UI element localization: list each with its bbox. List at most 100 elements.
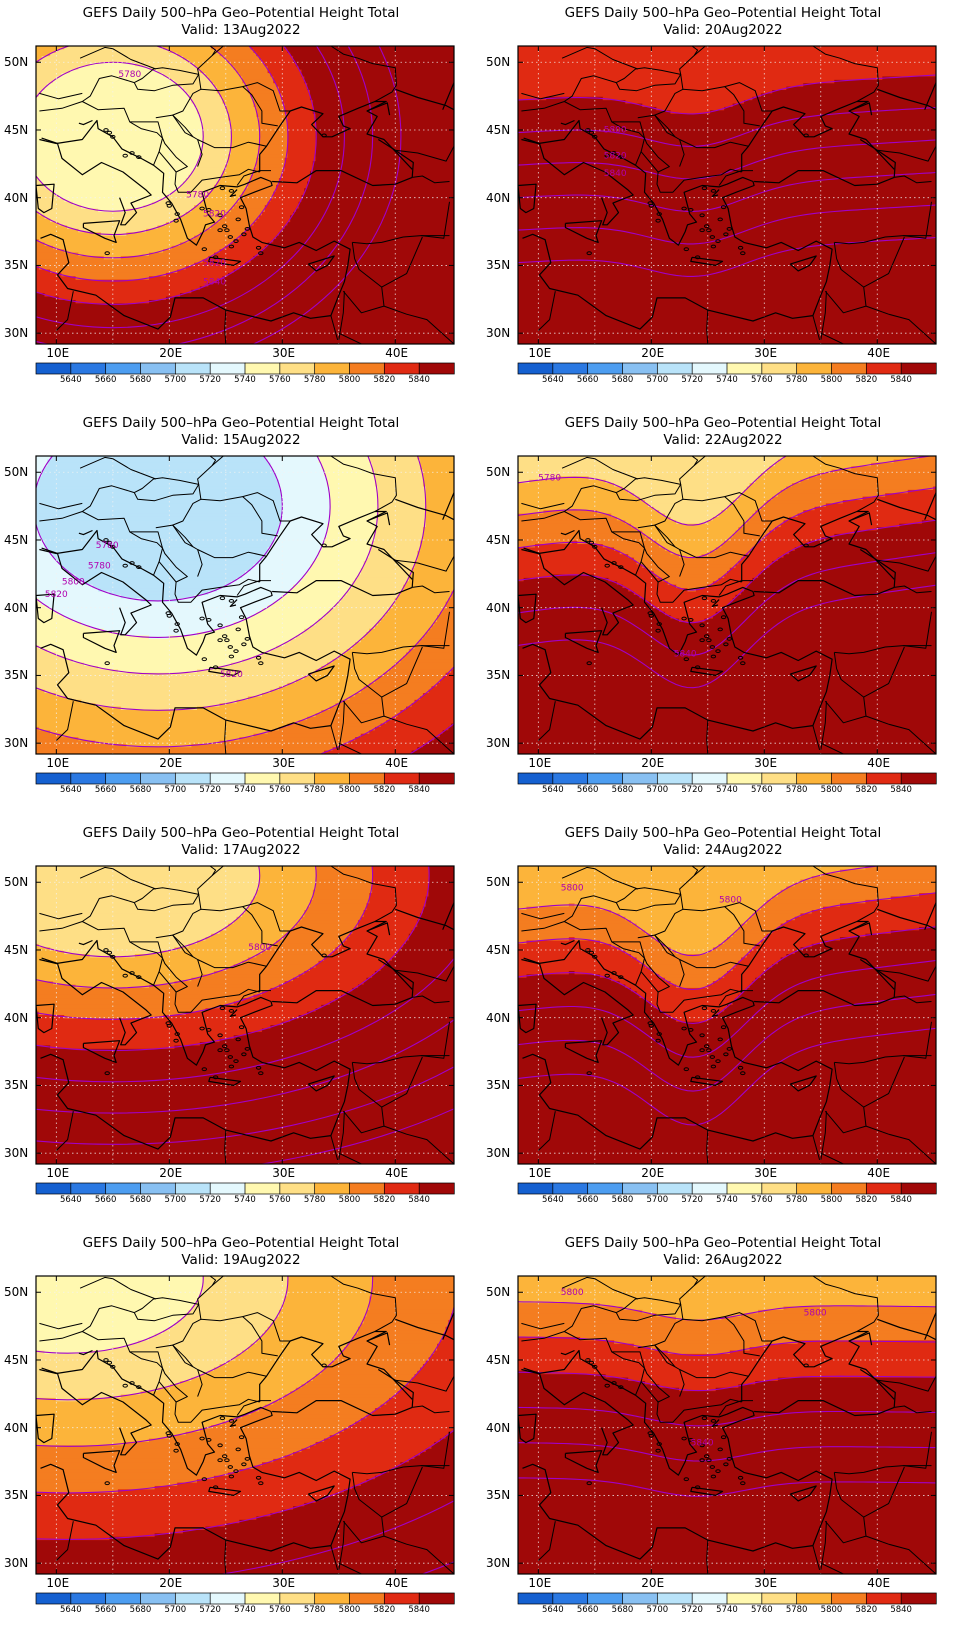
colorbar bbox=[517, 772, 937, 785]
country-border bbox=[133, 1297, 200, 1322]
coastline bbox=[521, 529, 833, 740]
coastline bbox=[39, 119, 351, 330]
island bbox=[699, 638, 705, 643]
island bbox=[710, 189, 717, 193]
contour-line bbox=[518, 139, 936, 180]
island bbox=[706, 638, 712, 643]
island bbox=[737, 245, 744, 250]
country-border bbox=[174, 988, 260, 1013]
map-valid-date: Valid: 22Aug2022 bbox=[663, 432, 783, 448]
colorbar-swatch bbox=[244, 1592, 281, 1605]
island bbox=[710, 1009, 717, 1013]
country-border bbox=[129, 1351, 188, 1403]
graticule bbox=[36, 46, 454, 344]
country-border bbox=[352, 235, 450, 245]
colorbar-swatch bbox=[105, 1182, 142, 1195]
country-border bbox=[224, 1540, 227, 1574]
island bbox=[217, 638, 223, 643]
contour-line bbox=[518, 1027, 936, 1126]
coastline bbox=[518, 593, 537, 624]
island bbox=[706, 1458, 712, 1463]
lon-tick-label: 40E bbox=[385, 1576, 409, 1590]
contour-line bbox=[36, 46, 232, 236]
island bbox=[212, 255, 219, 260]
island bbox=[648, 203, 655, 208]
coastline bbox=[39, 1349, 351, 1560]
country-border bbox=[903, 201, 932, 239]
coastlines-borders bbox=[36, 866, 454, 1164]
island bbox=[217, 1033, 223, 1038]
colorbar-swatch bbox=[761, 362, 798, 375]
country-border bbox=[172, 1316, 278, 1368]
colorbar-swatch bbox=[418, 362, 455, 375]
country-border bbox=[133, 477, 200, 502]
colorbar-label: 5720 bbox=[681, 1195, 703, 1205]
colorbar-swatch bbox=[587, 1182, 624, 1195]
map-title: GEFS Daily 500–hPa Geo–Potential Height … bbox=[82, 825, 400, 841]
colorbar-label: 5640 bbox=[60, 1195, 82, 1205]
island bbox=[655, 1448, 661, 1453]
colorbar-label: 5800 bbox=[820, 785, 843, 795]
map-area: 5800 5800 bbox=[517, 865, 937, 1165]
colorbar bbox=[35, 1182, 455, 1195]
coastline bbox=[259, 920, 413, 992]
coastline bbox=[395, 88, 454, 111]
map-panel-22Aug: GEFS Daily 500–hPa Geo–Potential Height … bbox=[482, 410, 964, 820]
contour-line bbox=[518, 171, 936, 212]
island bbox=[222, 224, 228, 229]
island bbox=[321, 543, 327, 548]
country-border bbox=[654, 86, 760, 138]
coastline bbox=[78, 529, 93, 536]
lat-tick-label: 45N bbox=[486, 942, 511, 957]
coastlines-borders bbox=[36, 46, 454, 344]
island bbox=[588, 950, 595, 955]
colorbar-label: 5740 bbox=[234, 375, 256, 385]
contour-line bbox=[36, 456, 331, 638]
colorbar-swatch bbox=[552, 362, 589, 375]
colorbar-swatch bbox=[105, 362, 142, 375]
colorbar-swatch bbox=[209, 772, 246, 785]
coastline bbox=[366, 922, 391, 936]
country-border bbox=[236, 990, 271, 1006]
coastline bbox=[711, 1419, 720, 1427]
island bbox=[122, 563, 128, 568]
island bbox=[709, 1465, 716, 1469]
island bbox=[586, 661, 592, 666]
colorbar-label: 5760 bbox=[269, 1195, 291, 1205]
coastline bbox=[307, 665, 335, 682]
coastline bbox=[924, 492, 936, 520]
island bbox=[688, 1028, 694, 1032]
contour-line bbox=[518, 892, 936, 991]
lat-tick-label: 50N bbox=[486, 55, 511, 70]
colorbar-swatch bbox=[314, 362, 351, 375]
island bbox=[588, 1360, 595, 1365]
island bbox=[110, 134, 116, 139]
coastline bbox=[208, 666, 242, 676]
coastline bbox=[395, 1318, 454, 1341]
island bbox=[704, 224, 710, 229]
country-border bbox=[383, 1535, 454, 1574]
colorbar-swatch bbox=[622, 1592, 658, 1605]
island bbox=[136, 975, 142, 979]
contour-line bbox=[36, 46, 345, 329]
contour-label: 5780 bbox=[538, 473, 561, 483]
country-border bbox=[615, 887, 682, 912]
island bbox=[655, 218, 661, 223]
lat-tick-label: 40N bbox=[486, 190, 511, 205]
colorbar-swatch bbox=[140, 1592, 176, 1605]
island bbox=[737, 1475, 744, 1480]
country-border bbox=[724, 492, 773, 522]
map-panel-24Aug: GEFS Daily 500–hPa Geo–Potential Height … bbox=[482, 820, 964, 1230]
country-border bbox=[236, 170, 271, 186]
contour-line bbox=[518, 866, 883, 957]
country-border bbox=[820, 1562, 844, 1574]
coastline bbox=[377, 138, 414, 178]
map-area: 5780 5780 5820 5820 5840 bbox=[35, 45, 455, 345]
colorbar-swatch bbox=[622, 1182, 658, 1195]
country-border bbox=[521, 502, 565, 510]
island bbox=[648, 1023, 655, 1028]
country-border bbox=[39, 1331, 163, 1396]
country-border bbox=[383, 1125, 454, 1164]
island bbox=[726, 227, 733, 231]
